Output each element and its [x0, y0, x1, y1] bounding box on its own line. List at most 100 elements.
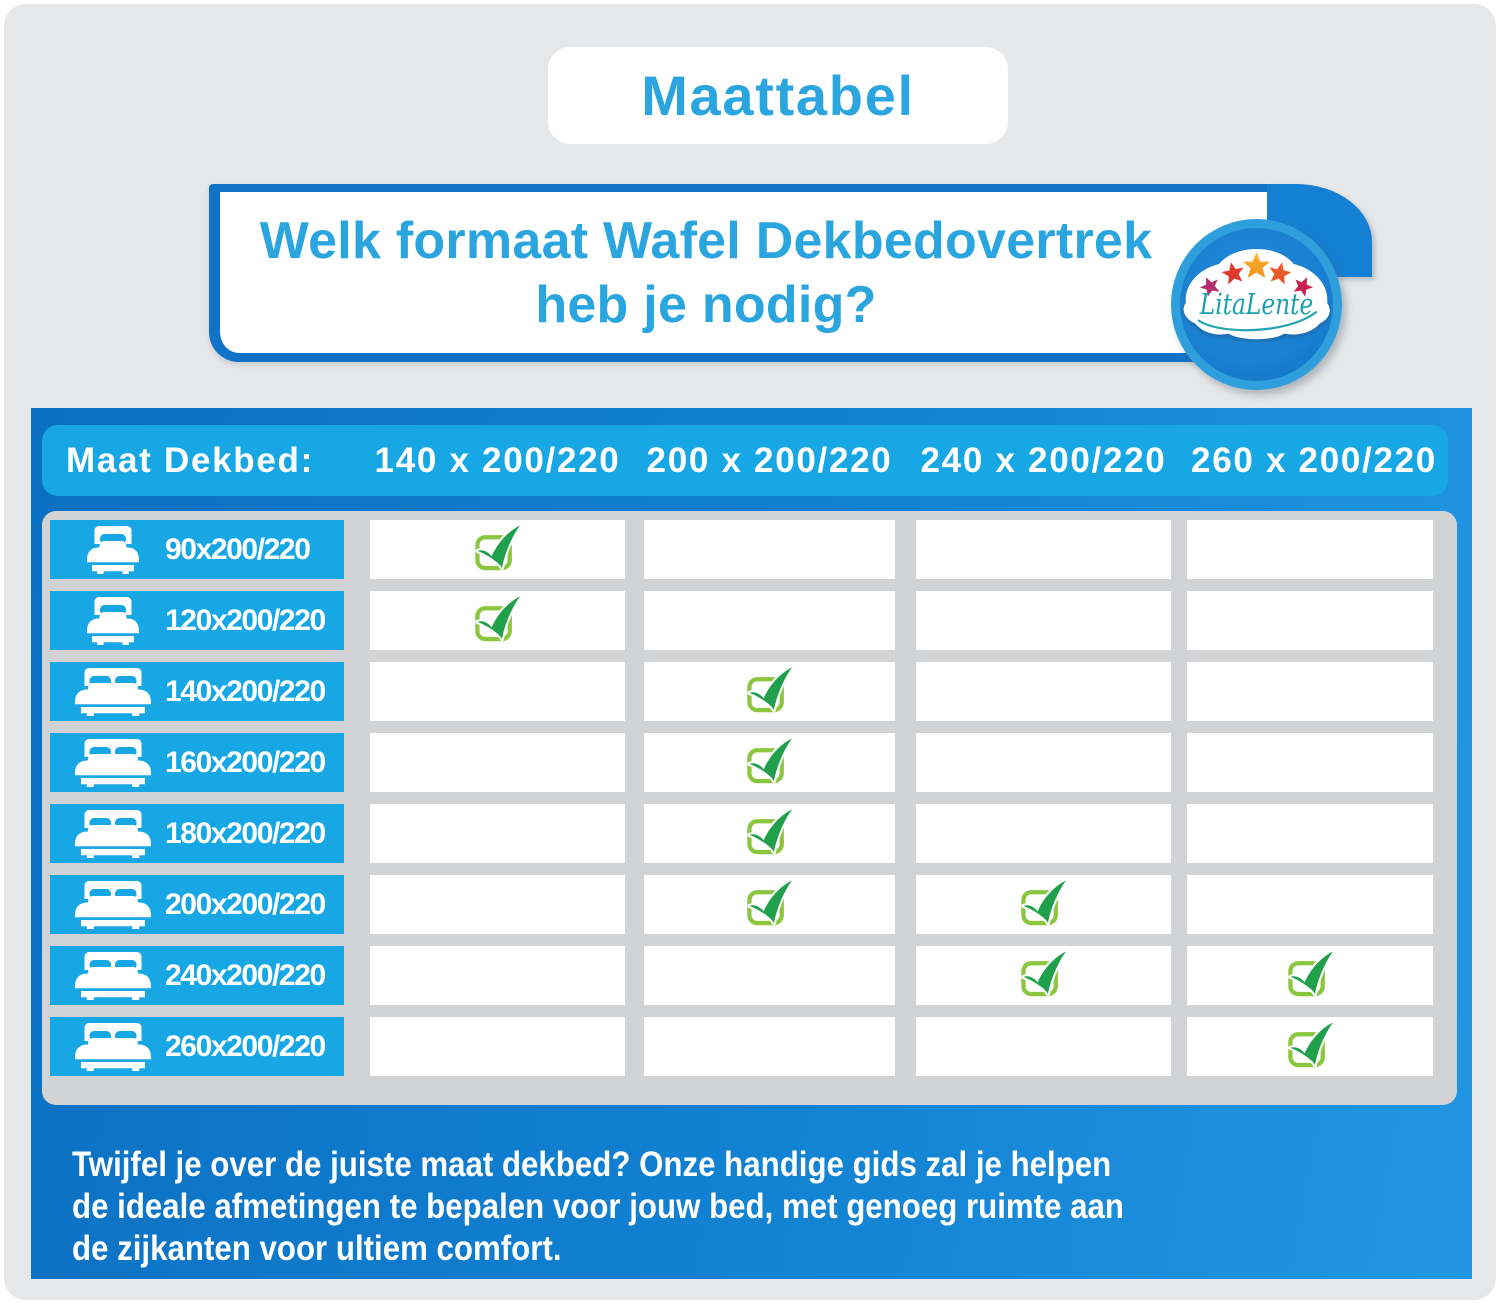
- logo-stars: [1199, 252, 1314, 297]
- column-header-2: 200 x 200/220: [646, 440, 893, 480]
- column-header-3: 240 x 200/220: [920, 440, 1167, 480]
- bed-single-icon: [72, 520, 154, 579]
- table-cell: [916, 875, 1171, 934]
- row-label-text: 140x200/220: [165, 674, 326, 708]
- table-cell: [644, 804, 895, 863]
- bed-double-icon: [72, 733, 154, 792]
- check-icon: [746, 666, 793, 713]
- logo-cloud-icon: LitaLente: [1183, 249, 1330, 340]
- row-label: 160x200/220: [50, 733, 344, 792]
- table-cell: [644, 662, 895, 721]
- question-box: [209, 184, 1267, 362]
- row-label: 140x200/220: [50, 662, 344, 721]
- table-corner-label: Maat Dekbed:: [66, 440, 314, 480]
- star-icon-4: [1269, 262, 1292, 285]
- table-row: 140x200/220: [42, 662, 1457, 721]
- title-box: Maattabel: [548, 47, 1008, 144]
- brand-logo-badge: LitaLente: [1171, 219, 1342, 390]
- table-cell: [644, 591, 895, 650]
- row-label-text: 240x200/220: [165, 958, 326, 992]
- column-header-1: 140 x 200/220: [374, 440, 621, 480]
- table-cell: [370, 946, 625, 1005]
- size-table-card: Maat Dekbed: 140 x 200/220 200 x 200/220…: [31, 408, 1472, 1279]
- table-row: 90x200/220: [42, 520, 1457, 579]
- table-cell: [1187, 875, 1433, 934]
- row-label-text: 90x200/220: [165, 532, 311, 566]
- question-line-1: Welk formaat Wafel Dekbedovertrek: [259, 211, 1153, 270]
- table-cell: [1187, 662, 1433, 721]
- bed-double-icon: [72, 804, 154, 863]
- check-icon: [746, 808, 793, 855]
- column-header-4: 260 x 200/220: [1191, 440, 1437, 480]
- row-label-text: 180x200/220: [165, 816, 326, 850]
- row-label-text: 260x200/220: [165, 1029, 326, 1063]
- table-rows-panel: 90x200/220 120x200/220 140x200/220 160x200/…: [42, 511, 1457, 1105]
- row-label: 260x200/220: [50, 1017, 344, 1076]
- table-cell: [644, 1017, 895, 1076]
- table-cell: [916, 804, 1171, 863]
- table-row: 200x200/220: [42, 875, 1457, 934]
- table-cell: [644, 875, 895, 934]
- table-row: 260x200/220: [42, 1017, 1457, 1076]
- table-cell: [1187, 591, 1433, 650]
- star-icon-2: [1221, 262, 1244, 285]
- row-label: 240x200/220: [50, 946, 344, 1005]
- row-label: 120x200/220: [50, 591, 344, 650]
- table-cell: [1187, 733, 1433, 792]
- table-cell: [1187, 946, 1433, 1005]
- bed-double-icon: [72, 1017, 154, 1076]
- table-cell: [370, 520, 625, 579]
- check-icon: [474, 595, 521, 642]
- row-label: 90x200/220: [50, 520, 344, 579]
- bed-single-icon: [72, 591, 154, 650]
- row-label-text: 160x200/220: [165, 745, 326, 779]
- footer-note: Twijfel je over de juiste maat dekbed? O…: [72, 1143, 1412, 1269]
- table-cell: [370, 733, 625, 792]
- check-icon: [1287, 1021, 1334, 1068]
- table-cell: [370, 591, 625, 650]
- table-row: 160x200/220: [42, 733, 1457, 792]
- table-cell: [370, 804, 625, 863]
- table-cell: [916, 946, 1171, 1005]
- row-label: 200x200/220: [50, 875, 344, 934]
- table-cell: [916, 733, 1171, 792]
- table-cell: [916, 591, 1171, 650]
- row-label: 180x200/220: [50, 804, 344, 863]
- bed-double-icon: [72, 946, 154, 1005]
- bed-double-icon: [72, 875, 154, 934]
- table-header-band: Maat Dekbed: 140 x 200/220 200 x 200/220…: [42, 425, 1448, 496]
- question-line-2: heb je nodig?: [535, 275, 877, 334]
- footer-line-1: Twijfel je over de juiste maat dekbed? O…: [72, 1144, 1112, 1184]
- star-icon-1: [1199, 277, 1220, 297]
- table-cell: [1187, 804, 1433, 863]
- table-cell: [916, 1017, 1171, 1076]
- table-cell: [644, 946, 895, 1005]
- table-cell: [916, 662, 1171, 721]
- table-cell: [370, 875, 625, 934]
- footer-line-2: de ideale afmetingen te bepalen voor jou…: [72, 1186, 1124, 1226]
- check-icon: [1287, 950, 1334, 997]
- page-title: Maattabel: [641, 64, 915, 127]
- star-icon-3: [1243, 252, 1270, 278]
- check-icon: [746, 737, 793, 784]
- check-icon: [474, 524, 521, 571]
- check-icon: [1020, 879, 1067, 926]
- table-cell: [370, 1017, 625, 1076]
- bed-double-icon: [72, 662, 154, 721]
- table-cell: [644, 520, 895, 579]
- table-row: 120x200/220: [42, 591, 1457, 650]
- row-label-text: 120x200/220: [165, 603, 326, 637]
- footer-line-3: de zijkanten voor ultiem comfort.: [72, 1228, 562, 1268]
- cloud-shape: [1183, 249, 1330, 340]
- row-label-text: 200x200/220: [165, 887, 326, 921]
- table-cell: [644, 733, 895, 792]
- logo-swash: [1197, 311, 1318, 332]
- table-cell: [916, 520, 1171, 579]
- star-icon-5: [1293, 277, 1314, 297]
- table-row: 240x200/220: [42, 946, 1457, 1005]
- table-cell: [370, 662, 625, 721]
- table-row: 180x200/220: [42, 804, 1457, 863]
- table-cell: [1187, 520, 1433, 579]
- check-icon: [746, 879, 793, 926]
- check-icon: [1020, 950, 1067, 997]
